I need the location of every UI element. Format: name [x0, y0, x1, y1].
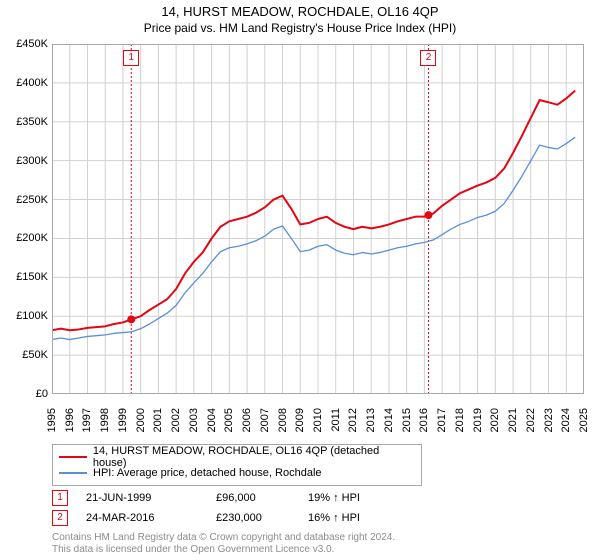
x-tick-label: 2016	[418, 408, 430, 448]
x-tick-label: 1996	[64, 408, 76, 448]
sale-pct: 16% ↑ HPI	[308, 512, 398, 524]
legend: 14, HURST MEADOW, ROCHDALE, OL16 4QP (de…	[52, 444, 422, 486]
x-tick-label: 2009	[294, 408, 306, 448]
chart-title: 14, HURST MEADOW, ROCHDALE, OL16 4QP	[0, 0, 600, 19]
x-tick-label: 2015	[401, 408, 413, 448]
footer-attribution: Contains HM Land Registry data © Crown c…	[52, 532, 395, 556]
sale-marker: 1	[52, 490, 68, 506]
x-tick-label: 2010	[312, 408, 324, 448]
x-tick-label: 1997	[81, 408, 93, 448]
event-marker: 2	[420, 50, 436, 66]
y-tick-label: £100K	[2, 310, 48, 322]
sale-marker: 2	[52, 510, 68, 526]
x-tick-label: 2025	[578, 408, 590, 448]
x-tick-label: 1999	[117, 408, 129, 448]
y-tick-label: £400K	[2, 77, 48, 89]
sale-date: 21-JUN-1999	[86, 492, 216, 504]
sale-price: £96,000	[216, 492, 308, 504]
y-tick-label: £450K	[2, 38, 48, 50]
x-tick-label: 2006	[241, 408, 253, 448]
x-tick-label: 2001	[152, 408, 164, 448]
x-tick-label: 2021	[507, 408, 519, 448]
x-tick-label: 2003	[188, 408, 200, 448]
legend-swatch	[59, 472, 87, 474]
legend-swatch	[59, 456, 87, 458]
event-marker: 1	[123, 50, 139, 66]
y-tick-label: £300K	[2, 155, 48, 167]
y-tick-label: £200K	[2, 232, 48, 244]
x-tick-label: 2013	[365, 408, 377, 448]
sale-row: 2 24-MAR-2016£230,00016% ↑ HPI	[52, 508, 398, 528]
x-tick-label: 2002	[170, 408, 182, 448]
sale-price: £230,000	[216, 512, 308, 524]
legend-label: 14, HURST MEADOW, ROCHDALE, OL16 4QP (de…	[93, 445, 415, 469]
x-tick-label: 2007	[259, 408, 271, 448]
x-tick-label: 2023	[543, 408, 555, 448]
x-tick-label: 2000	[135, 408, 147, 448]
x-tick-label: 2008	[277, 408, 289, 448]
y-tick-label: £0	[2, 388, 48, 400]
plot-area: 12	[52, 44, 584, 394]
legend-item: 14, HURST MEADOW, ROCHDALE, OL16 4QP (de…	[59, 449, 415, 465]
x-tick-label: 2005	[223, 408, 235, 448]
x-tick-label: 2022	[525, 408, 537, 448]
x-tick-label: 2024	[560, 408, 572, 448]
sale-date: 24-MAR-2016	[86, 512, 216, 524]
x-tick-label: 1998	[99, 408, 111, 448]
legend-label: HPI: Average price, detached house, Roch…	[93, 467, 322, 479]
sale-pct: 19% ↑ HPI	[308, 492, 398, 504]
chart-subtitle: Price paid vs. HM Land Registry's House …	[0, 19, 600, 35]
footer-line2: This data is licensed under the Open Gov…	[52, 544, 395, 556]
x-tick-label: 2011	[330, 408, 342, 448]
x-tick-label: 1995	[46, 408, 58, 448]
x-tick-label: 2018	[454, 408, 466, 448]
x-tick-label: 2012	[347, 408, 359, 448]
x-tick-label: 2020	[489, 408, 501, 448]
y-tick-label: £350K	[2, 116, 48, 128]
x-tick-label: 2017	[436, 408, 448, 448]
chart-container: 14, HURST MEADOW, ROCHDALE, OL16 4QP Pri…	[0, 0, 600, 560]
sale-row: 1 21-JUN-1999£96,00019% ↑ HPI	[52, 488, 398, 508]
x-tick-label: 2014	[383, 408, 395, 448]
y-tick-label: £250K	[2, 194, 48, 206]
y-tick-label: £150K	[2, 271, 48, 283]
x-tick-label: 2019	[472, 408, 484, 448]
x-tick-label: 2004	[206, 408, 218, 448]
y-tick-label: £50K	[2, 349, 48, 361]
footer-line1: Contains HM Land Registry data © Crown c…	[52, 532, 395, 544]
sales-table: 1 21-JUN-1999£96,00019% ↑ HPI 2 24-MAR-2016…	[52, 488, 398, 528]
plot-border	[52, 44, 584, 394]
